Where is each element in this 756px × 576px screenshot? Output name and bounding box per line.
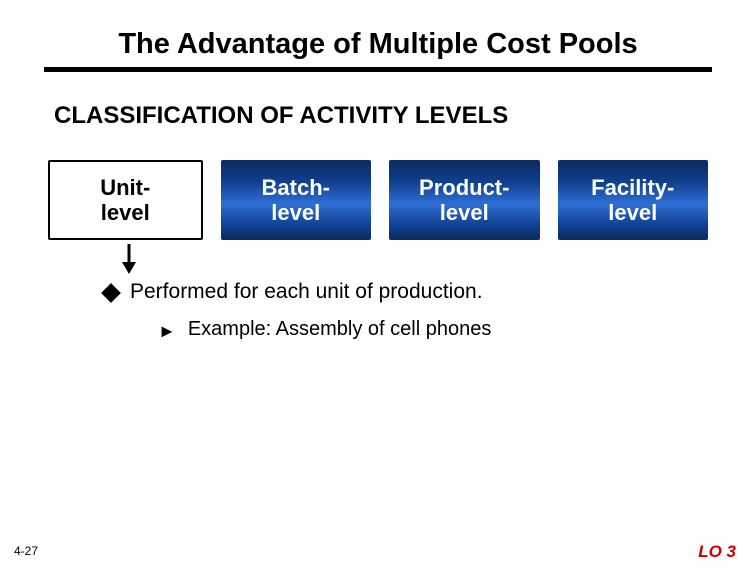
bullet-list: Performed for each unit of production. ►… [104,280,712,342]
level-label: Facility-level [591,175,674,226]
level-label: Unit-level [100,175,150,226]
bullet-level-1: Performed for each unit of production. [104,280,712,304]
level-label: Product-level [419,175,509,226]
learning-objective-label: LO 3 [698,542,736,562]
level-box-unit: Unit-level [48,160,203,240]
page-number: 4-27 [14,544,38,558]
slide-subtitle: CLASSIFICATION OF ACTIVITY LEVELS [54,102,712,130]
slide-title: The Advantage of Multiple Cost Pools [44,28,712,67]
levels-row: Unit-level Batch-level Product-level Fac… [48,160,708,240]
bullet-main-text: Performed for each unit of production. [130,280,483,304]
level-label: Batch-level [262,175,330,226]
bullet-level-2: ► Example: Assembly of cell phones [158,318,712,342]
level-box-facility: Facility-level [558,160,709,240]
slide: The Advantage of Multiple Cost Pools CLA… [0,0,756,576]
bullet-sub-text: Example: Assembly of cell phones [188,318,492,341]
triangle-bullet-icon: ► [158,321,176,342]
title-underline [44,67,712,72]
level-box-batch: Batch-level [221,160,372,240]
down-arrow-icon [120,244,138,274]
arrow-container [44,242,712,278]
level-box-product: Product-level [389,160,540,240]
diamond-bullet-icon [101,283,121,303]
